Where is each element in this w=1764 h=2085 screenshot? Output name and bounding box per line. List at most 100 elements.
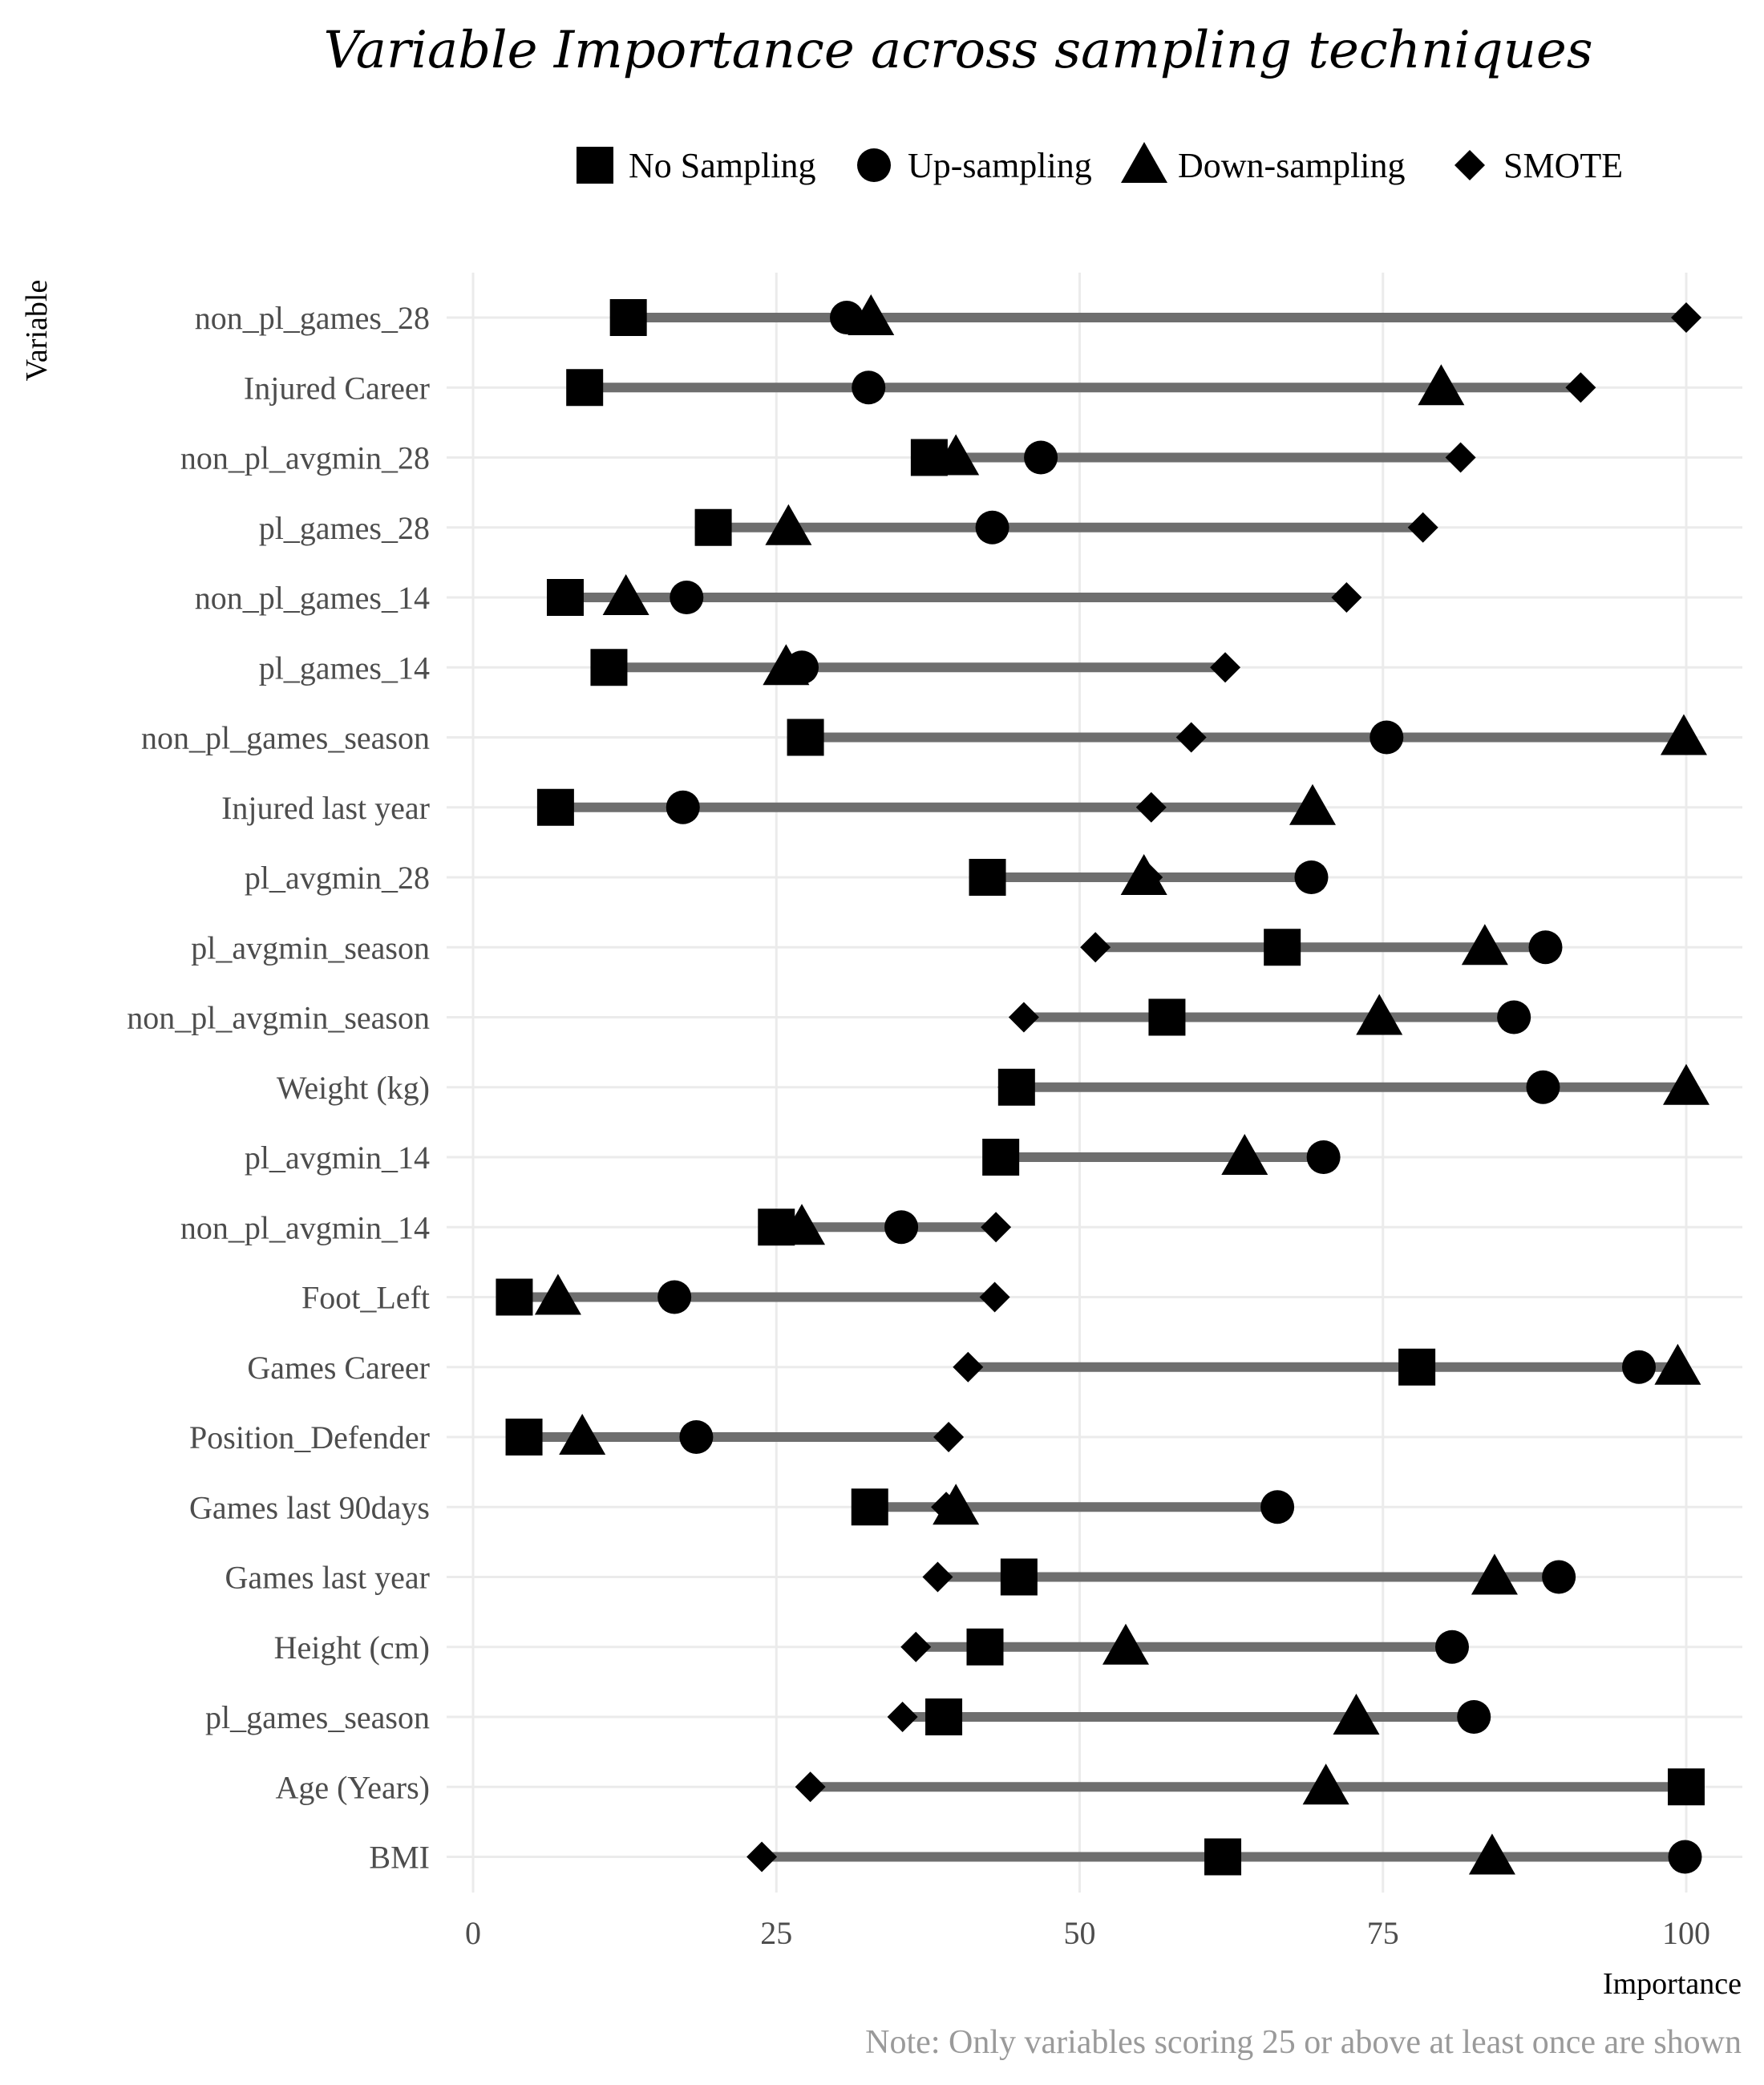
legend-item-diamond: SMOTE (1454, 146, 1623, 185)
point-triangle (1660, 714, 1707, 755)
x-tick-label: 75 (1367, 1915, 1399, 1951)
y-tick-label: Games last year (225, 1560, 430, 1596)
x-tick-label: 25 (760, 1915, 792, 1951)
y-tick-label: pl_avgmin_14 (245, 1140, 430, 1176)
point-circle (679, 1420, 714, 1454)
point-triangle (1102, 1623, 1149, 1665)
point-triangle (765, 504, 812, 545)
y-tick-label: non_pl_games_28 (195, 300, 430, 336)
point-circle (1528, 930, 1563, 965)
point-square (1398, 1348, 1436, 1386)
point-circle (1024, 440, 1058, 475)
y-tick-label: non_pl_avgmin_28 (180, 440, 430, 476)
point-triangle (848, 294, 895, 335)
point-circle (1526, 1070, 1560, 1104)
data-points (496, 294, 1709, 1876)
point-diamond (979, 1281, 1010, 1313)
point-triangle (1418, 364, 1465, 406)
point-diamond (922, 1561, 953, 1593)
point-circle (1497, 1000, 1531, 1034)
legend-label: Up-sampling (908, 146, 1092, 185)
point-square (925, 1698, 963, 1735)
point-square (1000, 1558, 1038, 1596)
point-triangle (1356, 994, 1403, 1035)
point-circle (975, 510, 1009, 545)
point-diamond (887, 1702, 918, 1732)
point-triangle (1221, 1134, 1268, 1175)
point-circle (1668, 1840, 1702, 1874)
point-diamond (1210, 652, 1241, 683)
y-tick-label: non_pl_games_14 (195, 580, 430, 616)
point-square (851, 1488, 888, 1526)
point-diamond (795, 1771, 826, 1803)
point-diamond (1565, 372, 1596, 403)
y-tick-label: non_pl_avgmin_season (127, 1000, 430, 1036)
point-square (758, 1208, 795, 1246)
point-square (910, 439, 948, 476)
point-triangle (534, 1273, 581, 1315)
point-triangle (1468, 1833, 1515, 1875)
point-diamond (900, 1631, 932, 1662)
x-tick-label: 100 (1662, 1915, 1710, 1951)
chart-title: Variable Importance across sampling tech… (323, 21, 1592, 80)
point-diamond (1331, 582, 1362, 613)
point-square (505, 1419, 543, 1455)
point-circle (1621, 1350, 1656, 1384)
legend-item-circle: Up-sampling (857, 146, 1092, 185)
point-triangle (1663, 1063, 1709, 1105)
y-tick-label: Injured last year (221, 790, 430, 826)
point-square (997, 1068, 1035, 1106)
chart-caption: Note: Only variables scoring 25 or above… (865, 2024, 1742, 2061)
point-square (1148, 998, 1186, 1036)
legend-label: SMOTE (1503, 146, 1623, 185)
y-tick-label: non_pl_games_season (141, 720, 430, 756)
point-triangle (933, 1484, 980, 1525)
point-square (1204, 1838, 1242, 1876)
point-circle (1260, 1490, 1295, 1524)
point-diamond (1407, 512, 1438, 543)
point-circle (670, 581, 704, 614)
point-circle (884, 1210, 919, 1245)
point-triangle (1471, 1553, 1518, 1595)
point-triangle (1333, 1694, 1380, 1735)
point-diamond (1671, 302, 1701, 333)
y-tick-label: pl_games_season (205, 1699, 430, 1735)
point-square (1668, 1768, 1705, 1806)
point-circle (1306, 1140, 1341, 1174)
point-circle (1294, 860, 1329, 894)
point-square (787, 719, 824, 756)
y-tick-label: Games last 90days (189, 1489, 430, 1525)
point-triangle (1302, 1763, 1349, 1805)
point-triangle (1120, 854, 1167, 895)
point-square (609, 299, 647, 336)
point-circle (657, 1280, 692, 1314)
y-tick-label: pl_avgmin_season (191, 929, 430, 966)
x-axis-ticks: 0 25 50 75 100 (465, 1915, 1710, 1951)
point-diamond (1135, 791, 1167, 823)
legend-label: Down-sampling (1178, 146, 1406, 185)
y-tick-label: Position_Defender (189, 1419, 430, 1455)
y-tick-label: non_pl_avgmin_14 (180, 1209, 430, 1245)
point-square (590, 649, 628, 686)
point-circle (1370, 720, 1404, 755)
y-tick-label: pl_games_14 (259, 650, 430, 686)
point-diamond (933, 1422, 965, 1452)
point-square (694, 508, 732, 546)
point-square (982, 1139, 1020, 1176)
legend-item-square: No Sampling (577, 146, 815, 185)
legend-square-icon (577, 147, 613, 184)
point-square (966, 1628, 1004, 1666)
x-axis-title: Importance (1603, 1967, 1742, 2001)
y-tick-label: Age (Years) (275, 1769, 430, 1805)
point-triangle (1289, 783, 1336, 825)
point-circle (852, 370, 886, 405)
x-tick-label: 0 (465, 1915, 481, 1951)
y-tick-label: pl_avgmin_28 (245, 860, 430, 896)
legend-triangle-icon (1121, 142, 1167, 183)
point-triangle (763, 644, 810, 686)
y-tick-label: pl_games_28 (259, 510, 430, 546)
point-square (536, 788, 574, 826)
y-axis-title: Variable (20, 280, 54, 382)
point-diamond (1080, 932, 1111, 963)
